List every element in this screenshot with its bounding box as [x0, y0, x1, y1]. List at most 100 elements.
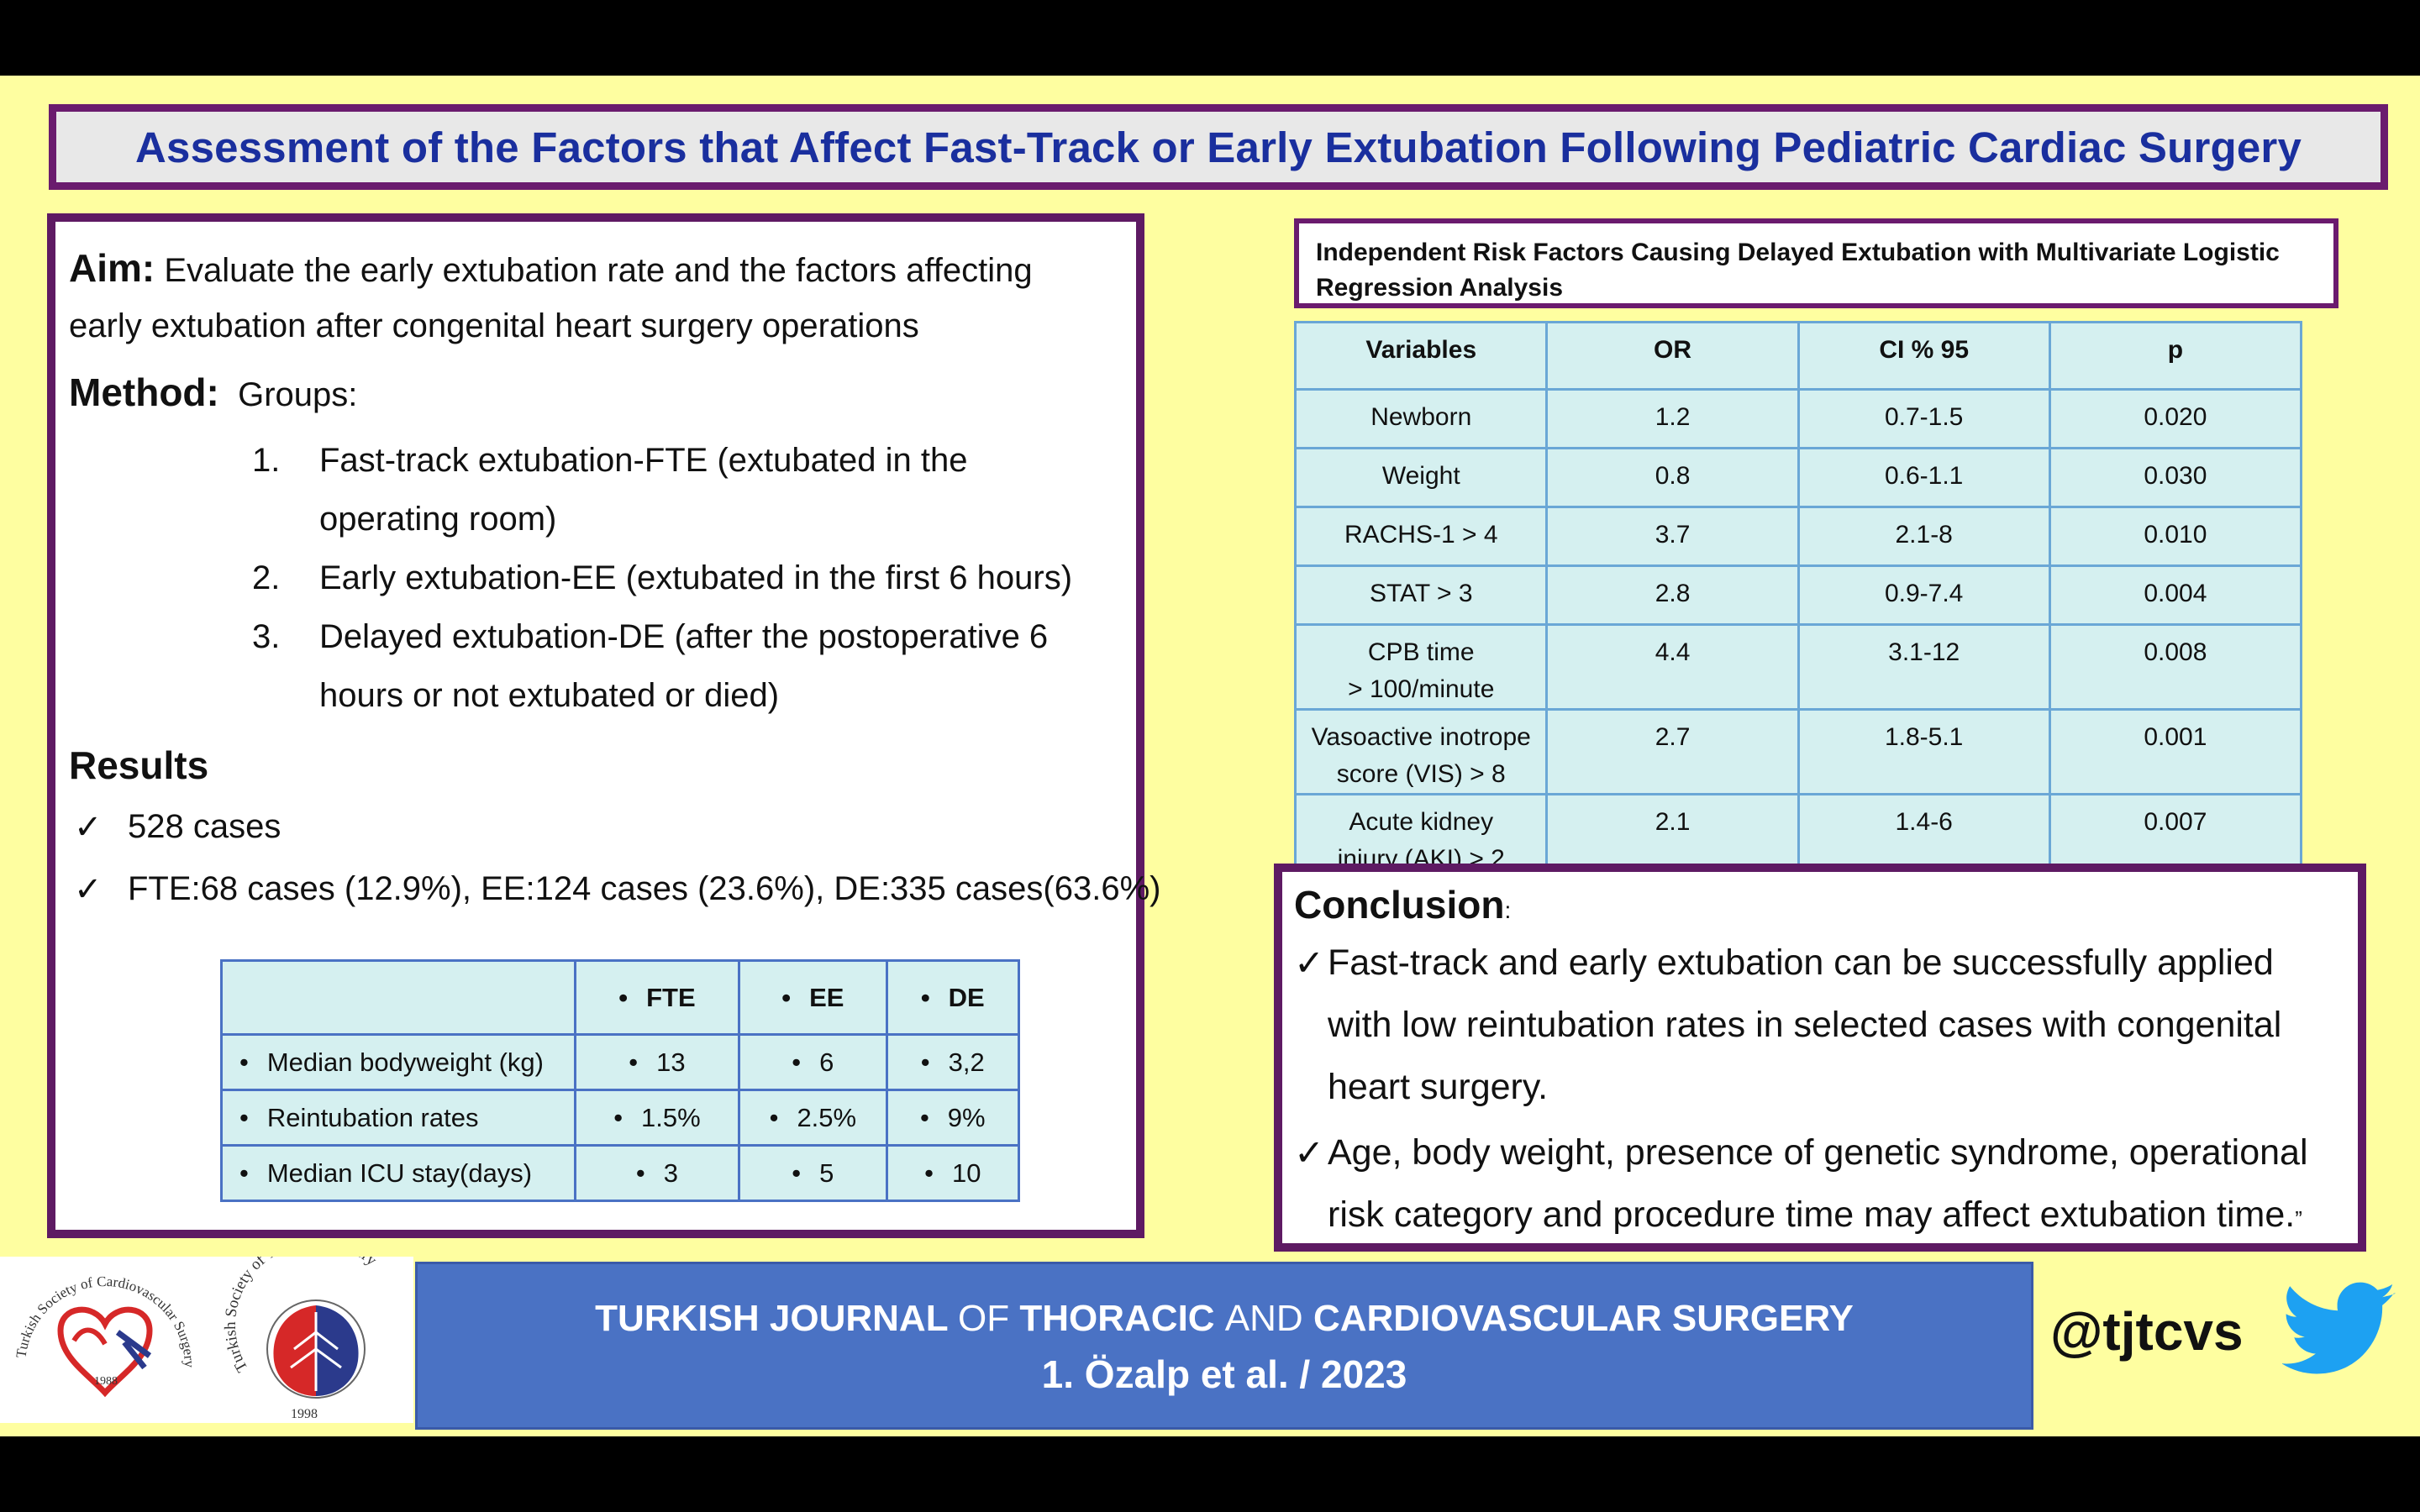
group-comparison-table: • FTE • EE • DE • Median bodyweight (kg) • 13… — [220, 959, 1021, 1202]
method-line: Method: Groups: — [69, 370, 358, 414]
table-cell: RACHS-1 > 4 — [1293, 506, 1549, 567]
risk-table-title-line-1: Independent Risk Factors Causing Delayed… — [1316, 239, 2280, 266]
cardiovascular-society-logo: Turkish Society of Cardiovascular Surger… — [13, 1273, 197, 1398]
table-cell: 0.030 — [2048, 447, 2303, 508]
table-cell: 0.010 — [2048, 506, 2303, 567]
table-cell: 0.7-1.5 — [1797, 388, 2051, 449]
aim-line-2: early extubation after congenital heart … — [69, 307, 919, 344]
table-cell: 0.6-1.1 — [1797, 447, 2051, 508]
method-item-1-line-2: operating room) — [319, 501, 557, 538]
table-cell: CPB time > 100/minute — [1293, 623, 1549, 711]
table-row: RACHS-1 > 4 3.7 2.1-8 0.010 — [1293, 506, 2303, 567]
table-cell: 0.008 — [2048, 623, 2303, 711]
method-label: Method — [69, 370, 207, 414]
results-check-icon-1: ✓ — [74, 809, 103, 846]
aim-text-1: Evaluate the early extubation rate and t… — [164, 252, 1033, 289]
table-cell: • 5 — [738, 1144, 888, 1202]
results-label: Results — [69, 743, 209, 787]
twitter-bird-icon[interactable] — [2282, 1282, 2398, 1378]
table-row: • Median bodyweight (kg) • 13 • 6 • 3,2 — [220, 1033, 1021, 1091]
table-row: Weight 0.8 0.6-1.1 0.030 — [1293, 447, 2303, 508]
table-cell: STAT > 3 — [1293, 564, 1549, 626]
conclusion-item-2-line-2: risk category and procedure time may aff… — [1328, 1194, 2302, 1235]
table-header-cell: • DE — [885, 959, 1021, 1036]
table-header-empty — [220, 959, 576, 1036]
table-row: STAT > 3 2.8 0.9-7.4 0.004 — [1293, 564, 2303, 626]
table-header-cell: • EE — [738, 959, 888, 1036]
table-cell: 3.1-12 — [1797, 623, 2051, 711]
table-header-cell: OR — [1545, 321, 1800, 391]
society-logos: Turkish Society of Cardiovascular Surger… — [0, 1231, 413, 1423]
table-cell: 4.4 — [1545, 623, 1800, 711]
results-check-icon-2: ✓ — [74, 871, 103, 908]
table-cell: • 1.5% — [573, 1089, 741, 1147]
groups-label: Groups: — [238, 376, 358, 413]
conclusion-panel: Conclusion: ✓ Fast-track and early extub… — [1274, 864, 2366, 1252]
table-row: • Median ICU stay(days) • 3 • 5 • 10 — [220, 1144, 1021, 1202]
table-header-cell: CI % 95 — [1797, 321, 2051, 391]
risk-table-title: Independent Risk Factors Causing Delayed… — [1294, 218, 2338, 308]
thoracic-society-logo: Turkish Society of Thoracic Surgery 1998 — [222, 1231, 381, 1421]
title-box: Assessment of the Factors that Affect Fa… — [49, 104, 2388, 190]
table-cell: 2.8 — [1545, 564, 1800, 626]
table-cell: 0.9-7.4 — [1797, 564, 2051, 626]
method-item-3-num: 3. — [252, 618, 281, 655]
table-cell: 1.2 — [1545, 388, 1800, 449]
table-header-cell: • FTE — [573, 959, 741, 1036]
method-item-1-num: 1. — [252, 442, 281, 479]
conclusion-check-icon-2: ✓ — [1294, 1133, 1325, 1173]
table-cell: • Reintubation rates — [220, 1089, 576, 1147]
aim-line-1: Aim: Evaluate the early extubation rate … — [69, 246, 1033, 290]
svg-text:1998: 1998 — [291, 1407, 318, 1421]
method-item-3-line-2: hours or not extubated or died) — [319, 677, 780, 714]
conclusion-check-icon-1: ✓ — [1294, 943, 1325, 984]
conclusion-item-1-line-1: Fast-track and early extubation can be s… — [1328, 942, 2274, 983]
table-row: • Reintubation rates • 1.5% • 2.5% • 9% — [220, 1089, 1021, 1147]
table-cell: • 2.5% — [738, 1089, 888, 1147]
table-header-row: • FTE • EE • DE — [220, 959, 1021, 1036]
table-cell: • 9% — [885, 1089, 1021, 1147]
svg-text:1988: 1988 — [94, 1375, 118, 1388]
journal-banner: TURKISH JOURNAL OF THORACIC AND CARDIOVA… — [415, 1262, 2033, 1430]
risk-table-title-line-2: Regression Analysis — [1316, 274, 1564, 302]
method-item-2-line-1: Early extubation-EE (extubated in the fi… — [319, 559, 1073, 596]
results-item-1: 528 cases — [128, 808, 281, 845]
table-cell: 0.001 — [2048, 708, 2303, 795]
twitter-handle[interactable]: @tjtcvs — [2050, 1301, 2244, 1362]
table-cell: • 3 — [573, 1144, 741, 1202]
table-header-row: Variables OR CI % 95 p — [1293, 321, 2303, 391]
slide: Assessment of the Factors that Affect Fa… — [0, 76, 2420, 1436]
table-row: Vasoactive inotrope score (VIS) > 8 2.7 1… — [1293, 708, 2303, 795]
conclusion-heading: Conclusion: — [1294, 883, 1512, 927]
table-cell: 2.1-8 — [1797, 506, 2051, 567]
table-cell: 1.8-5.1 — [1797, 708, 2051, 795]
table-cell: • Median ICU stay(days) — [220, 1144, 576, 1202]
table-cell: Newborn — [1293, 388, 1549, 449]
table-row: Newborn 1.2 0.7-1.5 0.020 — [1293, 388, 2303, 449]
table-header-cell: Variables — [1293, 321, 1549, 391]
table-cell: 0.004 — [2048, 564, 2303, 626]
aim-method-results-panel: Aim: Evaluate the early extubation rate … — [47, 213, 1160, 1238]
journal-name: TURKISH JOURNAL OF THORACIC AND CARDIOVA… — [595, 1298, 1854, 1339]
table-cell: 2.7 — [1545, 708, 1800, 795]
method-item-1-line-1: Fast-track extubation-FTE (extubated in … — [319, 442, 968, 479]
risk-factor-table: Variables OR CI % 95 p Newborn 1.2 0.7-1… — [1293, 321, 2303, 880]
conclusion-item-1-line-3: heart surgery. — [1328, 1067, 1549, 1107]
table-header-cell: p — [2048, 321, 2303, 391]
aim-label: Aim — [69, 246, 142, 290]
citation: 1. Özalp et al. / 2023 — [1041, 1352, 1407, 1396]
table-cell: 0.8 — [1545, 447, 1800, 508]
table-cell: • 6 — [738, 1033, 888, 1091]
method-item-3-line-1: Delayed extubation-DE (after the postope… — [319, 618, 1049, 655]
page-title: Assessment of the Factors that Affect Fa… — [134, 123, 2302, 171]
conclusion-item-2-line-1: Age, body weight, presence of genetic sy… — [1328, 1132, 2308, 1173]
table-cell: 0.020 — [2048, 388, 2303, 449]
table-cell: • 10 — [885, 1144, 1021, 1202]
table-cell: • Median bodyweight (kg) — [220, 1033, 576, 1091]
table-row: CPB time > 100/minute 4.4 3.1-12 0.008 — [1293, 623, 2303, 711]
table-cell: • 13 — [573, 1033, 741, 1091]
table-cell: Weight — [1293, 447, 1549, 508]
society-logos-graphic: Turkish Society of Cardiovascular Surger… — [13, 1231, 381, 1421]
results-item-2: FTE:68 cases (12.9%), EE:124 cases (23.6… — [128, 870, 1161, 907]
method-item-2-num: 2. — [252, 559, 281, 596]
